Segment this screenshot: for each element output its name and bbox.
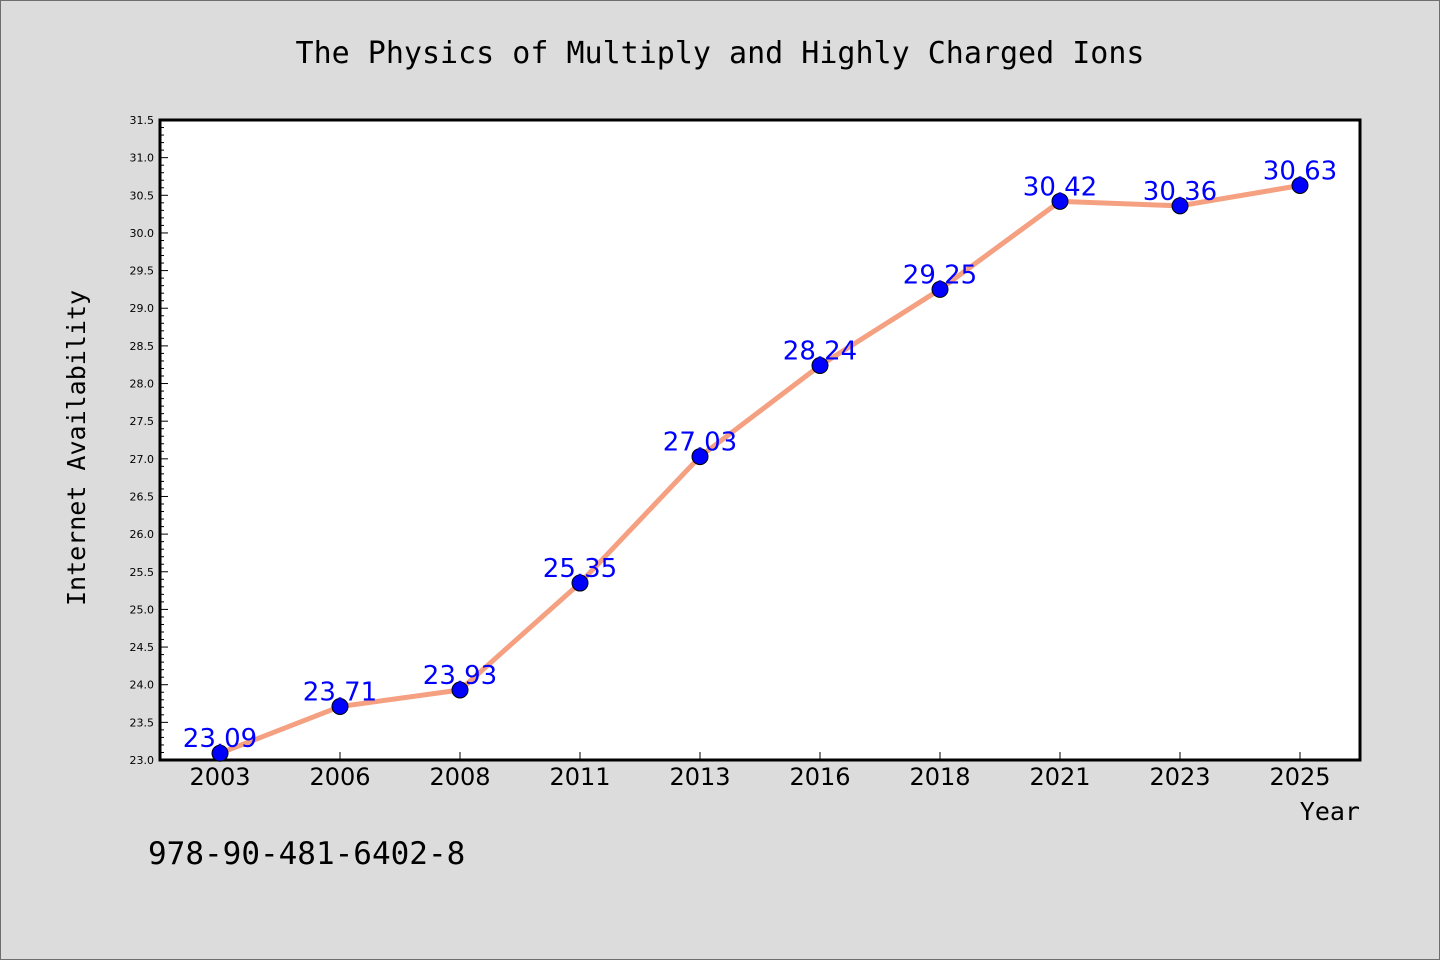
y-tick-label: 25.0 [130,603,155,616]
x-tick-label: 2011 [549,763,610,791]
data-point [451,681,469,699]
y-tick-label: 30.5 [130,189,155,202]
y-tick-label: 25.5 [130,566,155,579]
y-tick-label: 23.0 [130,754,155,767]
data-point [571,574,589,592]
y-tick-label: 28.5 [130,340,155,353]
y-tick-label: 30.0 [130,227,155,240]
data-label: 29.25 [903,260,977,290]
data-point [691,448,709,466]
chart-title: The Physics of Multiply and Highly Charg… [296,36,1145,71]
series-line-group [219,183,1301,756]
isbn-text: 978-90-481-6402-8 [148,836,465,872]
y-tick-label: 23.5 [130,716,155,729]
y-tick-label: 27.0 [130,453,155,466]
y-tick-label: 26.0 [130,528,155,541]
data-point [811,356,829,374]
data-label: 23.71 [303,678,377,708]
data-label: 30.36 [1143,177,1217,207]
y-tick-label: 31.5 [130,114,155,127]
x-tick-label: 2023 [1149,763,1210,791]
y-tick-label: 26.5 [130,490,155,503]
y-tick-label: 24.0 [130,679,155,692]
y-axis-label: Internet Availability [62,290,91,606]
data-point [1291,177,1309,195]
data-point [331,698,349,716]
marker-group [211,177,1309,762]
x-tick-label: 2006 [309,763,370,791]
data-label: 28.24 [783,336,857,366]
data-label: 30.63 [1263,157,1337,187]
y-tick-label: 29.0 [130,302,155,315]
y-tick-label: 24.5 [130,641,155,654]
data-label: 23.09 [183,724,257,754]
data-label: 30.42 [1023,172,1097,202]
data-point [1171,197,1189,215]
data-label: 25.35 [543,554,617,584]
data-point [931,280,949,298]
x-tick-label: 2025 [1269,763,1330,791]
x-tick-label: 2008 [429,763,490,791]
y-tick-label: 28.0 [130,378,155,391]
x-tick-label: 2018 [909,763,970,791]
plot-area [158,118,1362,762]
data-label: 27.03 [663,428,737,458]
x-tick-label: 2013 [669,763,730,791]
x-tick-label: 2021 [1029,763,1090,791]
data-point [211,744,229,762]
series-line [219,183,1301,756]
x-tick-label: 2003 [189,763,250,791]
data-point [1051,192,1069,210]
x-tick-label: 2016 [789,763,850,791]
x-axis-label: Year [1300,797,1360,826]
y-tick-label: 29.5 [130,265,155,278]
y-axis: 23.0 23.5 24.0 24.5 25.0 25.5 26.0 26.5 27.0 27.5… [130,114,168,767]
data-label-group: 23.09 23.71 23.93 25.35 27.03 28.24 29.25 30.42… [183,157,1337,755]
y-tick-label: 27.5 [130,415,155,428]
x-axis: 2003 2006 2008 2011 2013 2016 2018 2021 2023 2025 [189,752,1331,791]
data-label: 23.93 [423,661,497,691]
y-tick-label: 31.0 [130,152,155,165]
